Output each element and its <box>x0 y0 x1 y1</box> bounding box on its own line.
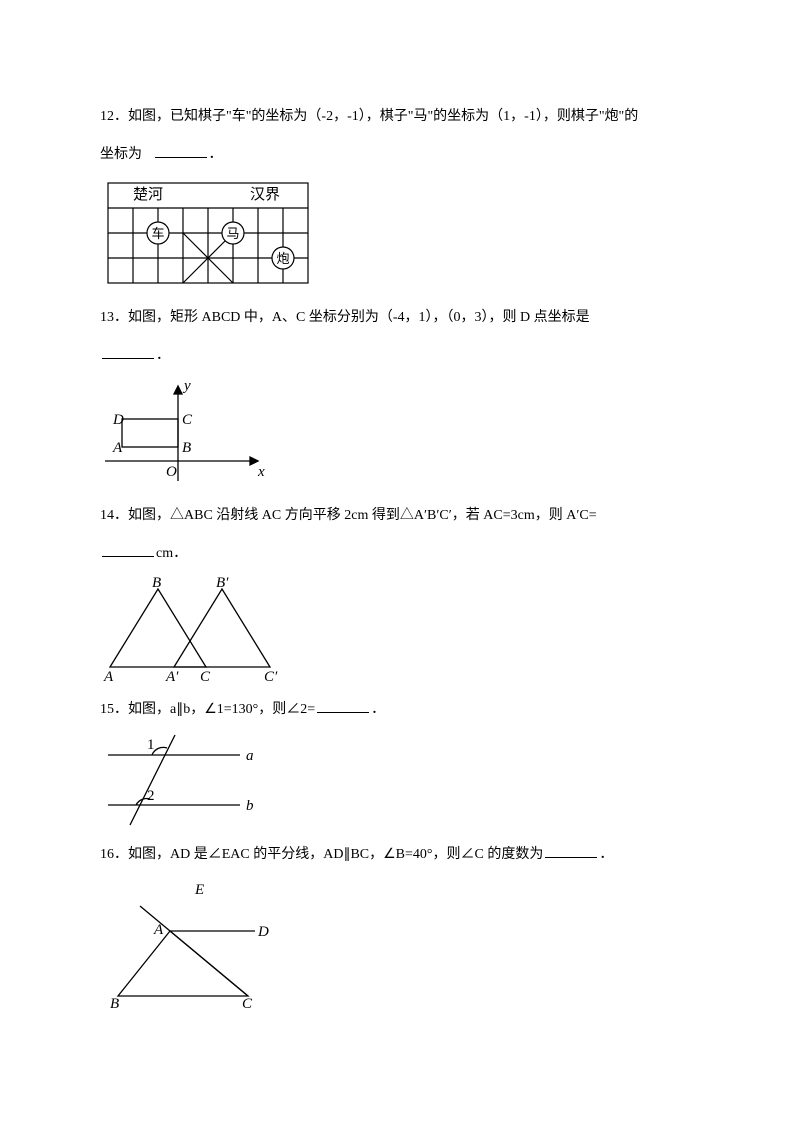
q16-E: E <box>194 882 204 898</box>
q16-B: B <box>110 996 119 1011</box>
q15-a: a <box>246 748 254 764</box>
q16-stem: 16．如图，AD 是∠EAC 的平分线，AD∥BC，∠B=40°，则∠C 的度数… <box>100 847 543 862</box>
q15-blank[interactable] <box>317 698 369 713</box>
piece-pao: 炮 <box>272 247 294 269</box>
q13-y: y <box>182 378 191 394</box>
q12-prefix: 坐标为 <box>100 147 142 162</box>
svg-text:炮: 炮 <box>276 251 289 266</box>
q12-line2: 坐标为 ． <box>100 138 700 172</box>
q12-line1: 12．如图，已知棋子"车"的坐标为（-2，-1），棋子"马"的坐标为（1，-1）… <box>100 100 700 134</box>
q15-b: b <box>246 798 254 814</box>
svg-text:车: 车 <box>151 226 164 241</box>
piece-ma: 马 <box>222 222 244 244</box>
q16-A: A <box>153 922 164 938</box>
q13-x: x <box>257 464 265 480</box>
q12-figure: 楚河 汉界 车 马 炮 <box>100 175 700 293</box>
q13-blank[interactable] <box>102 344 154 359</box>
q14-Bp: B′ <box>216 575 229 591</box>
q13-line1: 13．如图，矩形 ABCD 中，A、C 坐标分别为（-4，1），（0，3），则 … <box>100 301 700 335</box>
q14-A: A <box>103 669 114 685</box>
q13-B: B <box>182 440 191 456</box>
q13-figure: A B C D O x y <box>100 376 700 491</box>
q15-text: 15．如图，a∥b，∠1=130°，则∠2=． <box>100 693 700 727</box>
q14-unit: cm． <box>156 546 187 561</box>
q12-blank[interactable] <box>155 143 207 158</box>
q14-Ap: A′ <box>165 669 179 685</box>
q13-O: O <box>166 464 177 480</box>
q13-C: C <box>182 412 193 428</box>
q13-D: D <box>112 412 124 428</box>
piece-che: 车 <box>147 222 169 244</box>
q12-hanjie: 汉界 <box>250 186 280 203</box>
q15-1: 1 <box>147 737 155 753</box>
q16-C: C <box>242 996 253 1011</box>
q16-D: D <box>257 924 269 940</box>
q14-Cp: C′ <box>264 669 278 685</box>
q15-stem: 15．如图，a∥b，∠1=130°，则∠2= <box>100 702 315 717</box>
q14-line2: cm． <box>100 537 700 571</box>
q16-figure: A B C D E <box>100 876 700 1011</box>
q14-blank[interactable] <box>102 542 154 557</box>
svg-text:马: 马 <box>226 226 239 241</box>
q13-A: A <box>112 440 123 456</box>
q14-C: C <box>200 669 211 685</box>
q14-B: B <box>152 575 161 591</box>
q15-2: 2 <box>147 788 155 804</box>
q16-text: 16．如图，AD 是∠EAC 的平分线，AD∥BC，∠B=40°，则∠C 的度数… <box>100 838 700 872</box>
q15-figure: 1 2 a b <box>100 730 700 830</box>
q16-blank[interactable] <box>545 843 597 858</box>
q13-line2: ． <box>100 339 700 373</box>
q14-figure: A A′ B B′ C C′ <box>100 575 700 685</box>
q14-line1: 14．如图，△ABC 沿射线 AC 方向平移 2cm 得到△A′B′C′，若 A… <box>100 499 700 533</box>
q12-chuhe: 楚河 <box>133 186 163 203</box>
